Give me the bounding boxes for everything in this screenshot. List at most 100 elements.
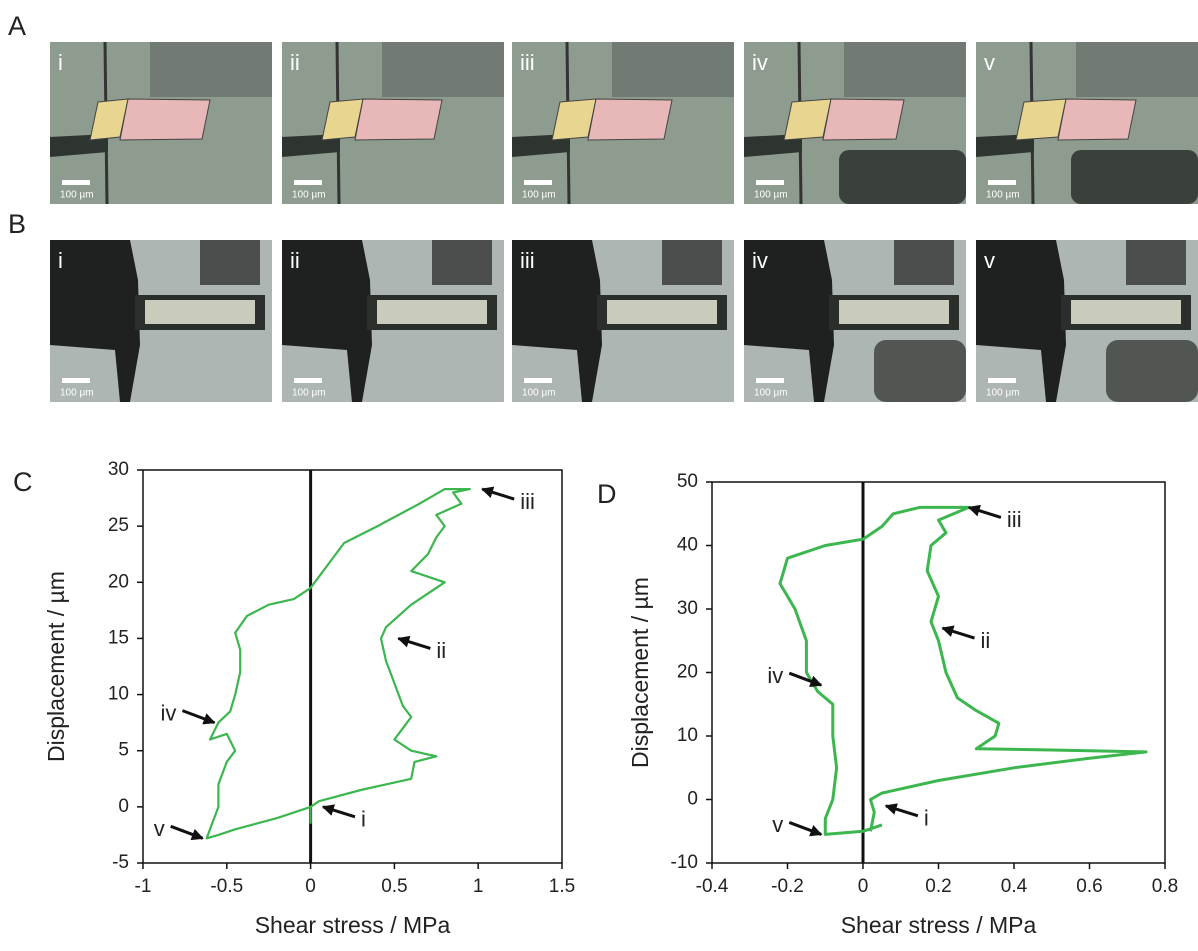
photo: iii 100 µm	[512, 240, 734, 402]
x-tick-label: 1.5	[549, 876, 575, 897]
tip	[432, 240, 492, 285]
scale-bar	[988, 180, 1016, 185]
x-tick-label: 0	[305, 876, 316, 897]
tip	[894, 240, 954, 285]
probe	[1106, 340, 1198, 402]
panel-label: C	[13, 467, 33, 497]
tile-label: iv	[752, 248, 768, 273]
crystal-yellow	[89, 98, 129, 141]
crystal-pink	[1057, 98, 1137, 141]
holder	[744, 240, 834, 402]
scale-bar-label: 100 µm	[292, 388, 326, 399]
scale-bar	[524, 180, 552, 185]
annotation-label: i	[361, 807, 366, 832]
holder	[612, 42, 734, 97]
photo: i 100 µm	[50, 240, 272, 402]
annotation-label: iv	[767, 663, 783, 688]
holder	[976, 240, 1066, 402]
scale-bar-label: 100 µm	[522, 388, 556, 399]
y-tick-label: 10	[677, 725, 698, 746]
photo: i 100 µm	[50, 41, 272, 205]
crystal-face	[839, 300, 949, 324]
x-tick-label: 0.2	[925, 876, 951, 897]
annotation-arrow	[397, 635, 431, 650]
data-line	[205, 488, 471, 840]
holder	[512, 240, 602, 402]
tile-label: v	[984, 248, 995, 273]
crystal-pink	[587, 98, 673, 141]
crystal-pink	[822, 98, 905, 141]
annotation-arrow	[170, 824, 204, 841]
tile-label: ii	[290, 248, 300, 273]
scale-bar-label: 100 µm	[986, 190, 1020, 201]
annotation-label: iv	[161, 700, 177, 725]
crystal-pink	[354, 98, 443, 141]
photo: iv 100 µm	[744, 240, 966, 402]
panel-label: B	[8, 209, 26, 239]
x-tick-label: 0.8	[1152, 876, 1178, 897]
crystal-face	[377, 300, 487, 324]
tip	[200, 240, 260, 285]
y-tick-label: 15	[108, 627, 129, 648]
scale-bar	[756, 180, 784, 185]
y-tick-label: -10	[671, 852, 698, 873]
tile-label: ii	[290, 50, 300, 75]
plot-frame	[142, 469, 563, 864]
data-line	[778, 505, 1148, 836]
annotation-label: v	[154, 816, 165, 841]
annotation-label: ii	[436, 638, 446, 663]
scale-bar-label: 100 µm	[60, 388, 94, 399]
annotation-label: iii	[520, 489, 535, 514]
x-tick-label: 0.6	[1076, 876, 1102, 897]
tip	[662, 240, 722, 285]
annotation-arrow	[788, 821, 823, 837]
y-tick-label: 20	[108, 571, 129, 592]
scale-bar-label: 100 µm	[754, 388, 788, 399]
crystal-yellow	[551, 98, 597, 141]
y-tick-label: 40	[677, 535, 698, 556]
crystal-face	[145, 300, 255, 324]
crystal-yellow	[783, 98, 832, 141]
photo: ii 100 µm	[282, 41, 504, 205]
probe	[1071, 150, 1198, 204]
y-axis-title: Displacement / µm	[43, 571, 69, 762]
annotation-label: i	[924, 806, 929, 831]
tip	[1126, 240, 1186, 285]
holder	[844, 42, 966, 97]
y-tick-label: 5	[118, 740, 129, 761]
y-tick-label: 10	[108, 684, 129, 705]
crystal-face	[607, 300, 717, 324]
y-tick-label: 30	[677, 598, 698, 619]
probe	[839, 150, 966, 204]
y-tick-label: 0	[118, 796, 129, 817]
holder	[382, 42, 504, 97]
photo: v 100 µm	[976, 240, 1198, 402]
holder	[282, 240, 372, 402]
annotation-arrow	[967, 504, 1002, 519]
crystal-face	[1071, 300, 1181, 324]
annotation-arrow	[481, 486, 515, 501]
annotation-label: iii	[1007, 507, 1022, 532]
x-axis-title: Shear stress / MPa	[255, 912, 451, 938]
crystal-yellow	[321, 98, 364, 141]
y-tick-label: 25	[108, 515, 129, 536]
y-axis-title: Displacement / µm	[627, 577, 653, 768]
crystal-yellow	[1015, 98, 1067, 141]
y-tick-label: 0	[687, 789, 698, 810]
annotation-label: ii	[981, 628, 991, 653]
y-tick-label: 20	[677, 662, 698, 683]
probe	[874, 340, 966, 402]
x-tick-label: -1	[135, 876, 152, 897]
scale-bar	[988, 378, 1016, 383]
x-axis-title: Shear stress / MPa	[841, 912, 1037, 938]
x-tick-label: 0	[858, 876, 869, 897]
scale-bar	[62, 378, 90, 383]
y-tick-label: 50	[677, 471, 698, 492]
annotation-arrow	[181, 709, 216, 725]
scale-bar	[756, 378, 784, 383]
scale-bar	[294, 180, 322, 185]
x-tick-label: 0.4	[1001, 876, 1028, 897]
x-tick-label: -0.5	[210, 876, 243, 897]
scale-bar	[62, 180, 90, 185]
